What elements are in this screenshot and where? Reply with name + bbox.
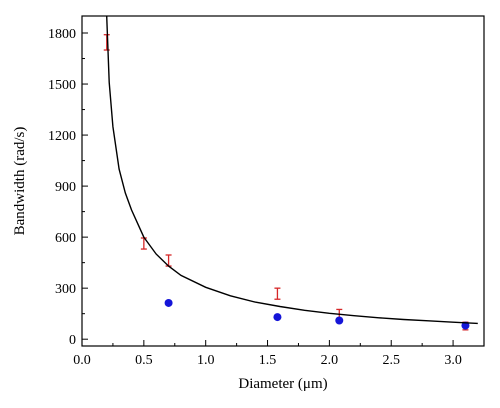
x-axis-label: Diameter (μm) [238, 376, 327, 392]
data-point [273, 313, 282, 322]
y-tick-label: 600 [55, 231, 76, 246]
x-tick-label: 2.0 [321, 353, 339, 368]
x-tick-label: 1.0 [197, 353, 215, 368]
error-bar [103, 34, 110, 51]
y-tick-label: 1200 [48, 129, 76, 144]
fit-curve [106, 15, 478, 325]
x-tick-label: 0.5 [135, 353, 153, 368]
y-tick-label: 900 [55, 180, 76, 195]
data-point [164, 298, 173, 307]
plot-content [103, 15, 478, 331]
y-tick-label: 300 [55, 282, 76, 297]
x-tick-label: 2.5 [382, 353, 400, 368]
y-axis: 0 300 600 900 1200 1500 1800 [48, 27, 88, 348]
x-tick-label: 1.5 [259, 353, 277, 368]
y-tick-label: 0 [69, 333, 76, 348]
data-point [335, 316, 344, 325]
x-axis: 0.0 0.5 1.0 1.5 2.0 2.5 3.0 [73, 340, 462, 368]
y-tick-label: 1500 [48, 78, 76, 93]
error-bar [274, 287, 281, 300]
y-tick-label: 1800 [48, 27, 76, 42]
y-axis-label: Bandwidth (rad/s) [12, 127, 28, 236]
x-tick-label: 3.0 [444, 353, 462, 368]
plot-frame [81, 15, 485, 347]
x-tick-label: 0.0 [73, 353, 91, 368]
